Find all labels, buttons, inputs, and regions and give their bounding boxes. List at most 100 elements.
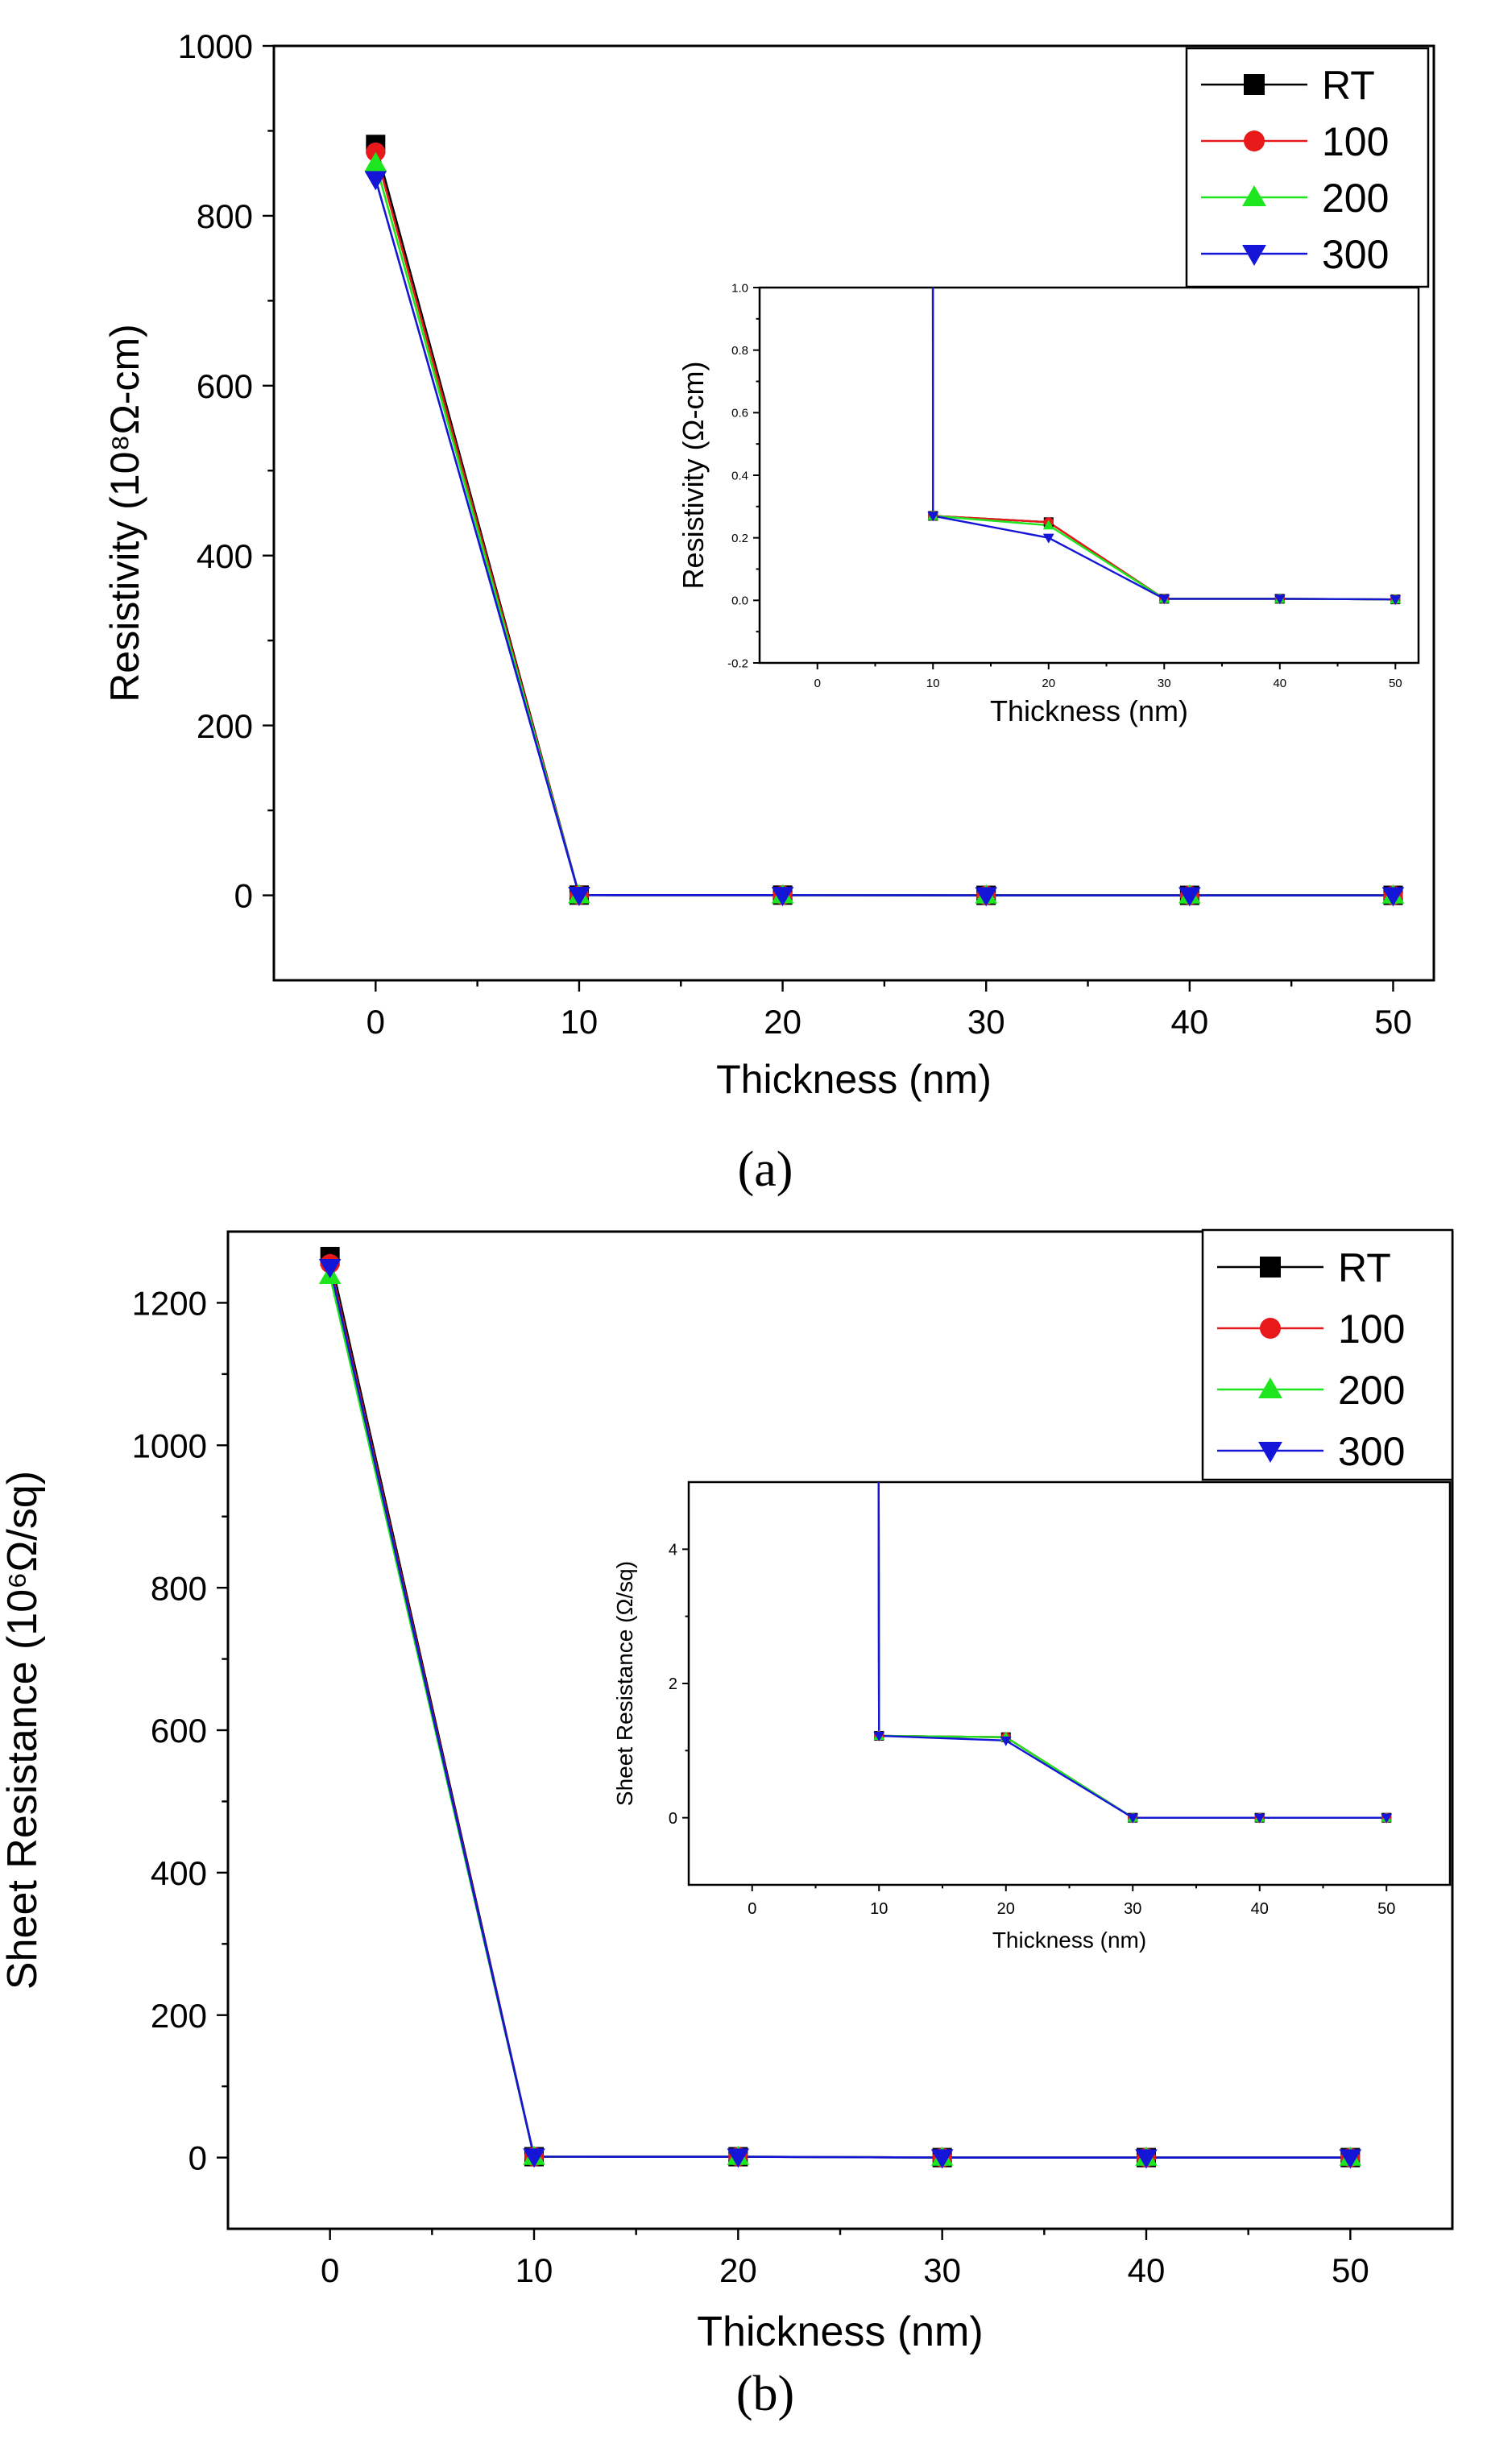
inset-x-tick-label: 50 [1377, 1900, 1395, 1918]
x-tick-label: 30 [967, 1003, 1005, 1041]
inset-y-tick-label: 4 [669, 1542, 677, 1559]
inset-series-markers-300 [927, 511, 1402, 606]
inset-x-tick-label: 0 [814, 677, 821, 690]
series-markers-300 [318, 1259, 1362, 2169]
inset-y-tick-label: 0.4 [731, 469, 748, 482]
y-tick-label: 400 [197, 537, 253, 575]
y-tick-label: 400 [151, 1854, 207, 1892]
data-point [771, 887, 794, 907]
inset-x-tick-label: 40 [1273, 677, 1286, 690]
legend-marker-RT [1260, 1257, 1281, 1278]
inset-x-tick-label: 40 [1251, 1900, 1269, 1918]
legend-label-300: 300 [1338, 1429, 1405, 1474]
series-line-300 [375, 179, 1394, 897]
inset-x-tick-label: 0 [748, 1900, 756, 1918]
data-point [523, 2148, 545, 2168]
inset-y-axis-title: Sheet Resistance (Ω/sq) [612, 1561, 637, 1806]
inset-y-tick-label: 1.0 [731, 281, 748, 295]
inset-x-axis-title: Thickness (nm) [992, 1928, 1146, 1953]
y-tick-label: 0 [188, 2139, 207, 2177]
x-axis-title: Thickness (nm) [697, 2309, 983, 2355]
inset-x-tick-label: 10 [926, 677, 940, 690]
inset-y-tick-label: 0.0 [731, 594, 748, 608]
inset-data-point [1000, 1736, 1012, 1746]
inset-y-tick-label: 2 [669, 1675, 677, 1693]
data-point [364, 171, 387, 191]
data-point [1381, 887, 1405, 907]
data-point [1135, 2149, 1158, 2169]
inset-x-axis-title: Thickness (nm) [990, 694, 1188, 727]
inset-series-markers-300 [873, 1731, 1393, 1824]
legend-marker-100 [1260, 1318, 1281, 1339]
data-point [1178, 887, 1201, 907]
series-markers-300 [364, 171, 1405, 907]
data-point [930, 2149, 954, 2169]
y-tick-label: 1000 [132, 1427, 207, 1464]
data-point [1339, 2149, 1362, 2169]
y-tick-label: 200 [197, 707, 253, 745]
inset-data-point [1042, 520, 1054, 530]
inset-y-tick-label: 0.8 [731, 344, 748, 358]
legend-label-300: 300 [1322, 232, 1389, 277]
inset-data-point [1042, 533, 1054, 544]
inset-x-tick-label: 30 [1124, 1900, 1141, 1918]
inset-x-tick-label: 20 [997, 1900, 1015, 1918]
plot-frame [272, 44, 1435, 982]
inset-x-tick-label: 10 [870, 1900, 888, 1918]
x-axis-title: Thickness (nm) [716, 1057, 992, 1102]
legend-marker-300 [1258, 1441, 1282, 1463]
y-axis-title: Resistivity (10⁸Ω-cm) [102, 324, 147, 702]
y-tick-label: 200 [151, 1997, 207, 2035]
inset-data-point [1253, 1813, 1265, 1824]
y-tick-label: 600 [197, 367, 253, 405]
series-line-300 [329, 1266, 1351, 2159]
inset-plot-frame [758, 286, 1420, 665]
y-axis-title: Sheet Resistance (10⁶Ω/sq) [0, 1471, 46, 1990]
x-tick-label: 50 [1332, 2251, 1369, 2289]
legend-label-RT: RT [1322, 63, 1375, 108]
inset-data-point [927, 511, 939, 522]
inset-y-axis-title: Resistivity (Ω-cm) [677, 362, 710, 590]
legend-label-100: 100 [1338, 1307, 1405, 1352]
legend-label-200: 200 [1338, 1368, 1405, 1413]
legend-marker-300 [1242, 244, 1266, 266]
inset-series-line-300 [877, 1482, 1387, 1819]
inset-data-point [873, 1731, 885, 1741]
panel-label: (b) [736, 2367, 794, 2421]
x-tick-label: 10 [516, 2251, 553, 2289]
inset-data-point [1127, 1813, 1139, 1824]
y-tick-label: 1000 [178, 27, 253, 65]
x-tick-label: 30 [923, 2251, 961, 2289]
legend-label-100: 100 [1322, 119, 1389, 164]
inset-data-point [1158, 594, 1170, 605]
x-tick-label: 20 [764, 1003, 801, 1041]
inset-y-tick-label: -0.2 [727, 656, 748, 670]
x-tick-label: 50 [1374, 1003, 1412, 1041]
inset-x-tick-label: 20 [1042, 677, 1055, 690]
x-tick-label: 0 [321, 2251, 339, 2289]
legend-box [1201, 1228, 1454, 1481]
y-tick-label: 800 [151, 1569, 207, 1607]
y-tick-label: 1200 [132, 1285, 207, 1323]
inset-plot-frame [687, 1480, 1452, 1886]
data-point [975, 887, 998, 907]
inset-chart: 0 10 20 30 40 50 -0.2 0.0 0.2 0.4 0.6 0.8 1.0 Thickne… [677, 281, 1420, 727]
y-tick-label: 0 [234, 877, 253, 915]
y-tick-label: 600 [151, 1712, 207, 1750]
inset-data-point [1390, 595, 1402, 606]
data-point [727, 2148, 750, 2168]
inset-y-tick-label: 0 [669, 1810, 677, 1828]
panel-label: (a) [738, 1142, 793, 1197]
x-tick-label: 0 [367, 1003, 385, 1041]
inset-series-line-300 [931, 288, 1396, 601]
data-point [568, 887, 590, 907]
inset-data-point [1381, 1813, 1393, 1824]
legend-box [1185, 47, 1430, 288]
inset-data-point [1274, 594, 1286, 605]
inset-y-tick-label: 0.2 [731, 532, 748, 545]
inset-x-tick-label: 30 [1158, 677, 1171, 690]
data-point [364, 151, 387, 172]
x-tick-label: 10 [561, 1003, 599, 1041]
legend-marker-200 [1242, 185, 1266, 207]
